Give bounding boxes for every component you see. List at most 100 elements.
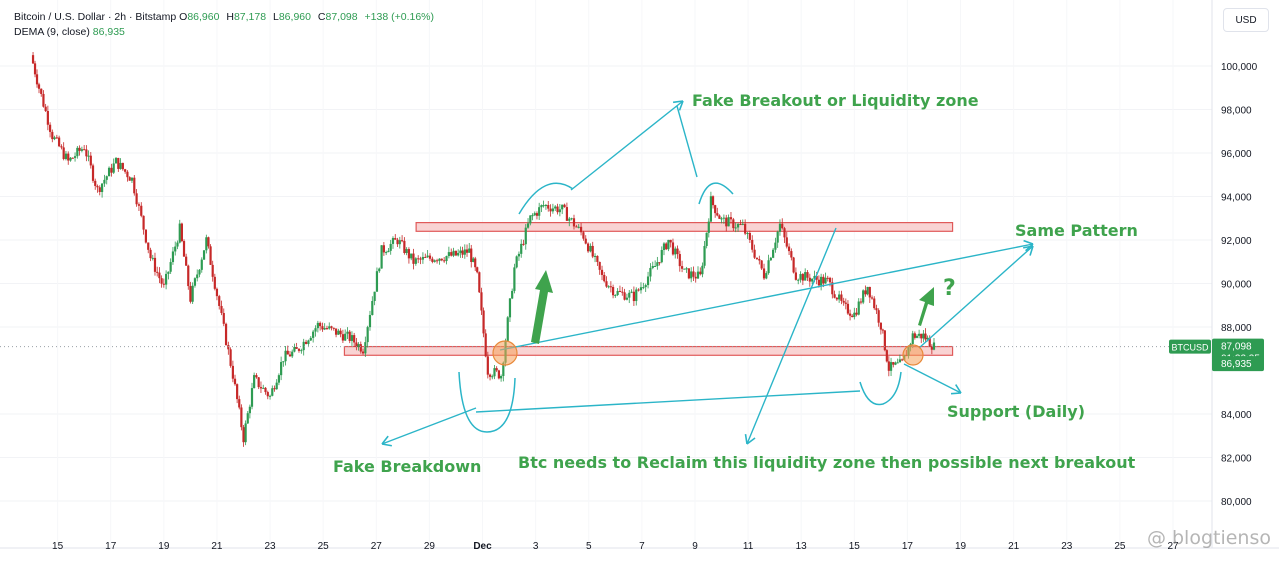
candle-body: [701, 265, 704, 275]
candle-body: [76, 147, 79, 157]
candle-body: [678, 254, 681, 267]
candle-body: [91, 165, 95, 181]
candle-body: [433, 260, 436, 262]
candle-body: [293, 346, 296, 352]
candle-body: [480, 292, 483, 311]
candle-body: [511, 290, 514, 299]
annotation-fake-breakdown: Fake Breakdown: [333, 457, 482, 476]
currency-button[interactable]: USD: [1223, 8, 1269, 32]
change-value: +138 (+0.16%): [364, 11, 434, 23]
candle-body: [200, 259, 203, 270]
candle-body: [928, 337, 931, 347]
candle-body: [60, 146, 63, 148]
candle-body: [405, 249, 408, 253]
x-tick-label: 23: [1061, 541, 1073, 552]
candle-body: [319, 322, 322, 327]
x-tick-label: 27: [371, 541, 383, 552]
candle-body: [133, 177, 136, 194]
candle-body: [332, 327, 335, 329]
candle-body: [654, 265, 657, 267]
candle-body: [769, 257, 772, 261]
candle-body: [632, 291, 635, 302]
candle-body: [540, 205, 543, 208]
candle-body: [826, 277, 829, 279]
candle-body: [205, 237, 208, 251]
candle-body: [820, 276, 823, 286]
candle-body: [328, 326, 331, 329]
x-tick-label: 5: [586, 541, 592, 552]
candle-body: [330, 326, 333, 328]
candle-body: [207, 237, 210, 247]
candle-body: [314, 328, 317, 332]
candle-body: [815, 276, 818, 280]
candle-body: [368, 314, 372, 328]
candle-body: [600, 269, 604, 275]
candle-body: [694, 276, 697, 279]
candle-body: [486, 356, 489, 375]
candle-body: [259, 387, 263, 389]
arc-bottom-right: [859, 371, 902, 406]
candle-body: [859, 301, 863, 303]
grid: [0, 65, 1212, 502]
y-tick-label: 92,000: [1221, 236, 1252, 247]
candle-body: [58, 137, 61, 147]
candle-body: [736, 224, 740, 228]
candle-body: [83, 149, 86, 151]
candle-body: [389, 243, 392, 251]
annotation-reclaim: Btc needs to Reclaim this liquidity zone…: [518, 453, 1136, 472]
candle-body: [89, 155, 92, 166]
candle-body: [551, 208, 554, 212]
x-tick-label: 11: [743, 541, 754, 552]
candle-body: [586, 243, 590, 252]
candle-body: [838, 294, 841, 300]
y-tick-label: 100,000: [1221, 62, 1258, 73]
candle-body: [461, 250, 464, 255]
candle-body: [454, 250, 458, 256]
candle-body: [71, 157, 74, 159]
candle-body: [96, 185, 99, 188]
y-tick-label: 82,000: [1221, 454, 1252, 465]
last-price-tag: 87,098: [1221, 342, 1252, 353]
candle-body: [459, 250, 462, 253]
candle-body: [563, 204, 566, 208]
candle-body: [751, 239, 754, 250]
candle-body: [364, 342, 367, 354]
candle-body: [440, 258, 443, 261]
x-tick-label: 7: [639, 541, 645, 552]
candle-body: [808, 277, 811, 282]
candle-body: [400, 240, 404, 242]
candle-body: [642, 287, 645, 289]
candle-body: [482, 310, 485, 334]
candle-body: [901, 359, 904, 361]
symbol-title[interactable]: Bitcoin / U.S. Dollar · 2h · Bitstamp: [14, 11, 177, 23]
candle-body: [630, 291, 633, 293]
candle-body: [840, 294, 843, 301]
candle-body: [277, 375, 281, 383]
candle-body: [165, 273, 168, 285]
candle-body: [69, 157, 72, 161]
candle-body: [373, 291, 376, 301]
candle-body: [403, 240, 406, 253]
candle-body: [822, 276, 825, 284]
candle-body: [233, 378, 237, 385]
candle-body: [98, 187, 101, 193]
candle-body: [703, 245, 706, 266]
candle-body: [275, 382, 278, 390]
x-tick-label: 29: [424, 541, 436, 552]
candle-body: [211, 264, 214, 277]
x-tick-label: 19: [955, 541, 967, 552]
candle-body: [394, 238, 397, 240]
arrow-reclaim: [746, 227, 837, 445]
candle-body: [196, 274, 199, 279]
candle-body: [80, 149, 83, 151]
candle-body: [744, 223, 747, 234]
candle-body: [474, 258, 477, 268]
candle-body: [767, 260, 770, 274]
candle-body: [924, 333, 927, 340]
candle-body: [676, 248, 679, 255]
indicator-title[interactable]: DEMA (9, close): [14, 26, 90, 38]
candle-body: [598, 261, 601, 270]
candle-body: [725, 217, 728, 227]
